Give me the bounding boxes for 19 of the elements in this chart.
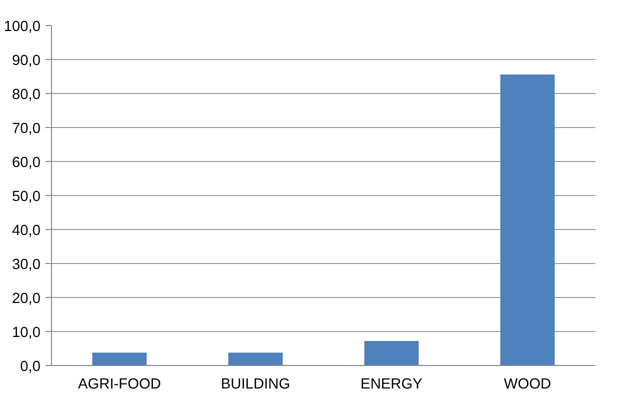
x-tick-label: BUILDING <box>220 376 290 392</box>
y-tick-label: 20,0 <box>12 291 41 307</box>
y-tick-label: 100,0 <box>4 19 41 35</box>
y-tick-label: 60,0 <box>12 155 41 171</box>
y-tick-label: 10,0 <box>12 325 41 341</box>
bar <box>500 74 555 366</box>
x-tick-label: WOOD <box>504 376 552 392</box>
x-tick-label: AGRI-FOOD <box>78 376 162 392</box>
y-tick-label: 90,0 <box>12 53 41 69</box>
x-tick-label: ENERGY <box>360 376 423 392</box>
y-tick-label: 40,0 <box>12 223 41 239</box>
bar <box>228 352 283 366</box>
bar <box>92 352 147 366</box>
y-tick-label: 50,0 <box>12 189 41 205</box>
y-tick-label: 70,0 <box>12 121 41 137</box>
y-tick-label: 80,0 <box>12 87 41 103</box>
y-tick-label: 30,0 <box>12 257 41 273</box>
y-tick-label: 0,0 <box>20 359 40 375</box>
bar <box>364 341 419 366</box>
